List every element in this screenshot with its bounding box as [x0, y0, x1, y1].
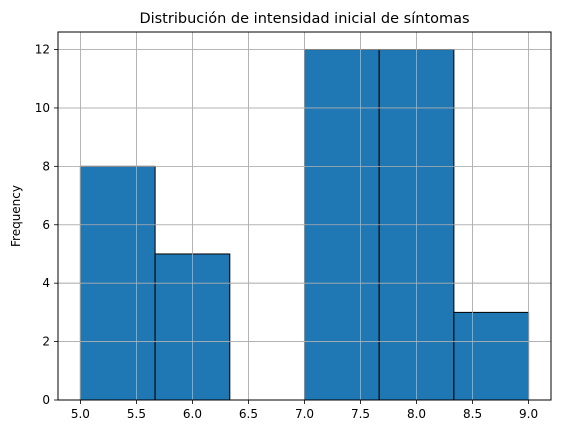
x-tick-label: 5.5	[127, 407, 146, 421]
x-tick-label: 7.5	[351, 407, 370, 421]
y-tick-label: 4	[42, 276, 50, 290]
histogram-bar	[454, 312, 529, 400]
x-tick-label: 7.0	[295, 407, 314, 421]
chart-title: Distribución de intensidad inicial de sí…	[139, 11, 469, 27]
x-tick-label: 8.0	[407, 407, 426, 421]
y-tick-label: 0	[42, 393, 50, 407]
x-tick-label: 9.0	[519, 407, 538, 421]
x-tick-label: 6.0	[183, 407, 202, 421]
y-tick-label: 10	[35, 101, 50, 115]
x-tick-label: 8.5	[463, 407, 482, 421]
y-tick-label: 12	[35, 43, 50, 57]
x-tick-label: 6.5	[239, 407, 258, 421]
y-tick-label: 8	[42, 159, 50, 173]
x-tick-label: 5.0	[71, 407, 90, 421]
y-tick-label: 6	[42, 218, 50, 232]
y-axis-label: Frequency	[9, 185, 23, 247]
y-tick-label: 2	[42, 335, 50, 349]
